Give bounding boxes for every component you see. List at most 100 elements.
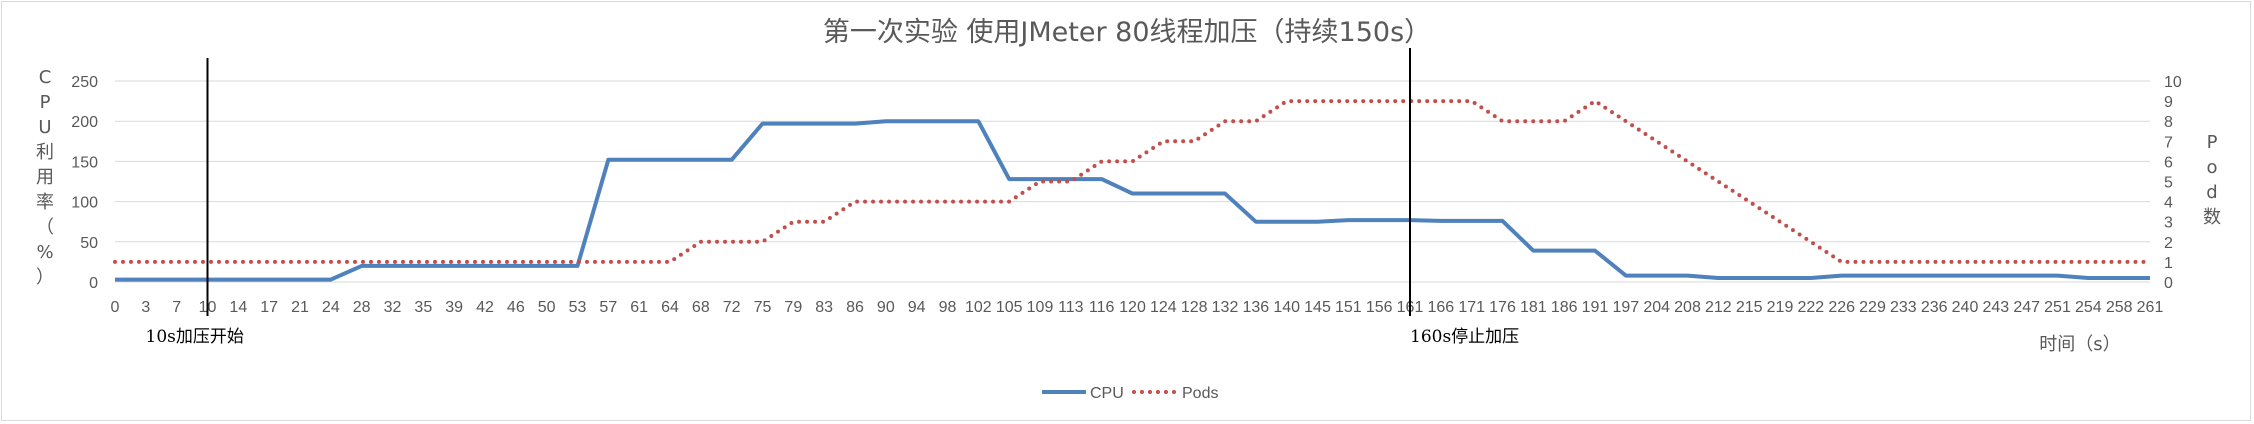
x-tick-label: 186 [1551,299,1578,316]
x-tick-label: 132 [1212,299,1239,316]
x-axis-label: 时间（s） [2039,334,2120,355]
right-axis-label-char: d [2206,182,2217,203]
right-tick-label: 7 [2164,134,2173,151]
x-tick-label: 79 [784,299,802,316]
x-tick-label: 7 [172,299,181,316]
legend-label-pods: Pods [1182,385,1218,402]
right-tick-label: 6 [2164,154,2173,171]
left-axis-label-char: C [39,67,52,88]
chart-title: 第一次实验 使用JMeter 80线程加压（持续150s） [823,17,1431,48]
x-tick-label: 145 [1304,299,1331,316]
x-tick-label: 116 [1089,299,1115,316]
x-tick-label: 35 [414,299,432,316]
x-tick-label: 233 [1890,299,1917,316]
x-tick-label: 226 [1828,299,1855,316]
x-tick-label: 215 [1736,299,1763,316]
x-tick-label: 75 [754,299,772,316]
x-tick-label: 46 [507,299,525,316]
right-tick-label: 10 [2164,74,2182,91]
left-tick-label: 0 [89,275,98,292]
left-axis-label-char: U [38,117,51,138]
x-tick-label: 102 [965,299,992,316]
x-tick-label: 208 [1674,299,1701,316]
x-tick-label: 72 [723,299,741,316]
left-tick-label: 250 [71,74,98,91]
left-axis-label-char: 率 [36,192,54,213]
annotations: 10s加压开始 160s停止加压 [146,48,1519,347]
x-tick-label: 90 [877,299,895,316]
x-tick-label: 140 [1273,299,1300,316]
x-tick-label: 191 [1582,299,1609,316]
x-tick-label: 50 [538,299,556,316]
right-tick-label: 2 [2164,235,2173,252]
x-tick-label: 61 [630,299,648,316]
x-tick-label: 176 [1489,299,1516,316]
x-tick-label: 124 [1150,299,1177,316]
x-tick-label: 57 [599,299,617,316]
x-tick-label: 222 [1797,299,1824,316]
x-tick-label: 254 [2075,299,2102,316]
x-tick-label: 98 [939,299,957,316]
x-tick-label: 166 [1427,299,1454,316]
x-tick-label: 261 [2137,299,2164,316]
x-tick-label: 32 [384,299,402,316]
right-axis-label-char: o [2206,157,2217,178]
x-tick-label: 212 [1705,299,1732,316]
x-tick-label: 120 [1119,299,1146,316]
right-tick-label: 5 [2164,175,2173,192]
annotation-label: 10s加压开始 [146,327,244,347]
x-tick-label: 28 [353,299,371,316]
right-tick-label: 8 [2164,114,2173,131]
right-tick-label: 9 [2164,94,2173,111]
x-tick-label: 24 [322,299,340,316]
x-tick-label: 181 [1520,299,1547,316]
x-tick-label: 83 [815,299,833,316]
left-axis-label-char: ） [36,267,54,288]
left-axis-label-char: % [36,242,53,263]
x-tick-label: 204 [1643,299,1670,316]
x-tick-label: 17 [260,299,278,316]
series-line-pods [113,99,2152,264]
left-axis-label-char: P [40,92,51,113]
x-tick-label: 151 [1335,299,1362,316]
x-tick-label: 251 [2044,299,2071,316]
right-tick-label: 1 [2164,255,2173,272]
x-tick-label: 86 [846,299,864,316]
left-axis-ticks: 0 50 100 150 200 250 [71,74,98,292]
right-tick-label: 3 [2164,215,2173,232]
x-tick-label: 64 [661,299,679,316]
x-tick-label: 113 [1058,299,1084,316]
x-tick-label: 109 [1027,299,1054,316]
x-tick-label: 240 [1952,299,1979,316]
x-axis-ticks: 0 3 7 10 14 17 21 24 28 32 35 39 42 46 50 53 57 61 64 68 72 7… [111,299,2164,316]
annotation-label: 160s停止加压 [1410,327,1519,347]
x-tick-label: 171 [1458,299,1485,316]
right-tick-label: 4 [2164,195,2173,212]
x-tick-label: 39 [445,299,463,316]
legend: CPU Pods [1042,385,1218,402]
left-axis-label-char: （ [36,217,54,238]
x-tick-label: 258 [2106,299,2133,316]
x-tick-label: 0 [111,299,120,316]
x-tick-label: 243 [1982,299,2009,316]
x-tick-label: 156 [1366,299,1393,316]
x-tick-label: 42 [476,299,494,316]
x-tick-label: 53 [569,299,587,316]
series-line-cpu [115,119,2150,282]
x-tick-label: 197 [1612,299,1639,316]
right-axis-label-char: P [2207,132,2218,153]
right-tick-label: 0 [2164,275,2173,292]
x-tick-label: 68 [692,299,710,316]
left-tick-label: 100 [71,195,98,212]
x-tick-label: 236 [1921,299,1948,316]
x-tick-label: 105 [996,299,1023,316]
x-tick-label: 229 [1859,299,1886,316]
x-tick-label: 21 [291,299,309,316]
x-tick-label: 94 [908,299,926,316]
x-tick-label: 136 [1242,299,1269,316]
left-tick-label: 50 [80,235,98,252]
x-tick-label: 247 [2013,299,2040,316]
